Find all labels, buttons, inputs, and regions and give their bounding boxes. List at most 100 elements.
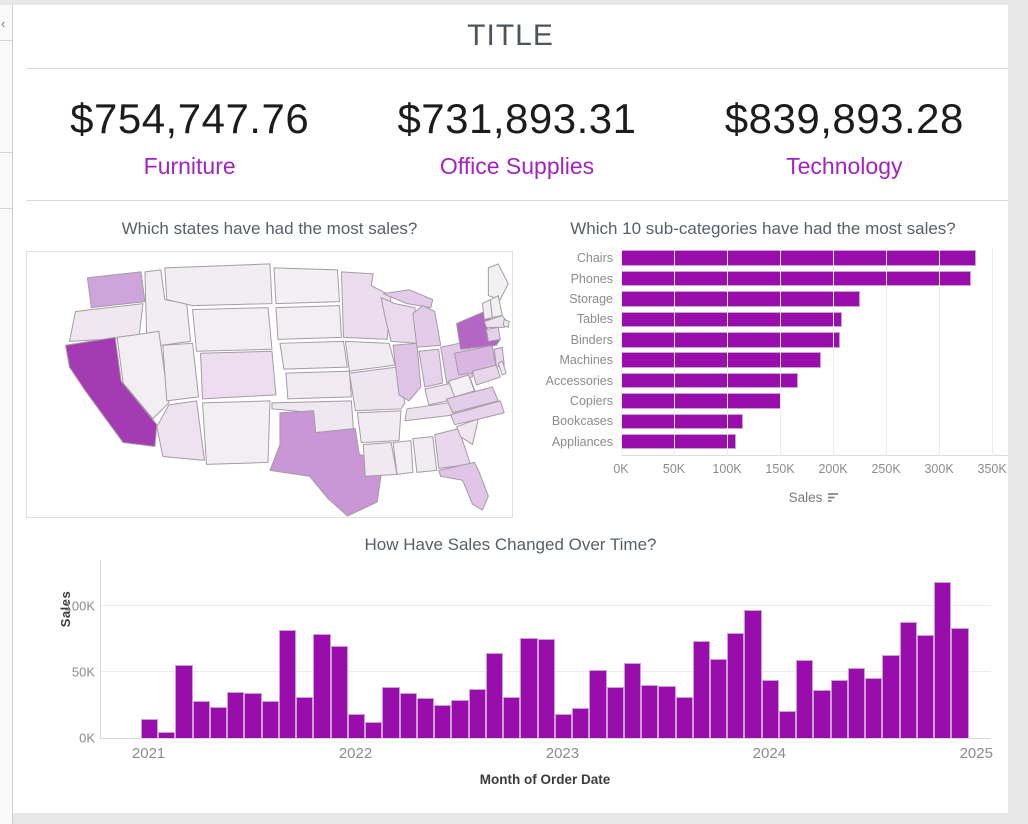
- monthly-sales-bar[interactable]: [761, 680, 779, 738]
- state-CA[interactable]: [65, 336, 158, 448]
- state-VA[interactable]: [446, 386, 499, 414]
- monthly-sales-bar[interactable]: [209, 706, 228, 738]
- bar-track: [621, 393, 1008, 409]
- monthly-sales-bar[interactable]: [727, 633, 745, 738]
- monthly-sales-bar[interactable]: [554, 713, 573, 738]
- collapse-chevron-icon[interactable]: ‹: [1, 16, 6, 31]
- monthly-sales-bar[interactable]: [451, 700, 469, 738]
- monthly-sales-bar[interactable]: [520, 637, 538, 738]
- sales-bar-bookcases[interactable]: [621, 413, 743, 430]
- bar-rows: Chairs Phones Storage Tables Binders Machines…: [518, 248, 1008, 452]
- monthly-sales-bar[interactable]: [778, 711, 797, 738]
- monthly-sales-bar[interactable]: [744, 610, 762, 738]
- monthly-sales-bar[interactable]: [710, 659, 728, 738]
- state-ME[interactable]: [487, 263, 509, 301]
- monthly-sales-bar[interactable]: [399, 692, 417, 738]
- state-UT[interactable]: [162, 342, 200, 402]
- monthly-sales-bar[interactable]: [951, 627, 969, 738]
- monthly-sales-bar[interactable]: [830, 679, 848, 738]
- monthly-sales-bar[interactable]: [882, 654, 900, 738]
- sales-bar-storage[interactable]: [621, 291, 860, 307]
- monthly-sales-bar[interactable]: [192, 700, 210, 738]
- state-LA[interactable]: [362, 442, 398, 477]
- state-WV[interactable]: [448, 374, 475, 398]
- sales-bar-tables[interactable]: [621, 311, 842, 328]
- state-WY[interactable]: [192, 307, 273, 352]
- state-TX[interactable]: [269, 410, 384, 517]
- monthly-sales-bar[interactable]: [916, 635, 935, 738]
- monthly-sales-bar[interactable]: [623, 662, 642, 738]
- sales-bar-chairs[interactable]: [621, 250, 977, 266]
- state-MI-upper[interactable]: [382, 289, 434, 309]
- state-ND[interactable]: [273, 267, 340, 305]
- monthly-sales-bar[interactable]: [330, 646, 348, 738]
- monthly-sales-bar[interactable]: [468, 689, 486, 738]
- monthly-sales-bar[interactable]: [813, 689, 831, 738]
- state-AL[interactable]: [412, 436, 438, 473]
- monthly-sales-bar[interactable]: [296, 696, 314, 738]
- state-NM[interactable]: [202, 400, 271, 465]
- state-RI[interactable]: [502, 318, 510, 328]
- collapsed-side-panel[interactable]: ‹: [0, 5, 13, 824]
- sales-bar-copiers[interactable]: [621, 393, 782, 409]
- state-MD[interactable]: [471, 364, 501, 386]
- sales-bar-machines[interactable]: [621, 352, 822, 368]
- monthly-sales-bar[interactable]: [261, 701, 279, 738]
- monthly-sales-bar[interactable]: [796, 660, 814, 738]
- monthly-sales-bar[interactable]: [244, 693, 262, 738]
- monthly-sales-bar[interactable]: [692, 641, 710, 738]
- state-CO[interactable]: [200, 350, 277, 400]
- state-IA[interactable]: [344, 340, 396, 372]
- state-KS[interactable]: [285, 370, 352, 400]
- monthly-sales-bar[interactable]: [227, 692, 245, 738]
- state-MS[interactable]: [392, 440, 414, 475]
- monthly-sales-bar[interactable]: [641, 684, 659, 738]
- state-IL[interactable]: [392, 342, 422, 402]
- y-tick-label: 0K: [79, 730, 95, 746]
- sales-bar-appliances[interactable]: [621, 433, 736, 450]
- state-AZ[interactable]: [156, 400, 205, 461]
- state-SD[interactable]: [275, 305, 342, 340]
- monthly-sales-bar[interactable]: [572, 707, 590, 738]
- state-NC[interactable]: [450, 400, 505, 426]
- monthly-sales-bar[interactable]: [847, 668, 866, 738]
- monthly-sales-bar[interactable]: [278, 630, 297, 738]
- monthly-sales-bar[interactable]: [485, 652, 504, 738]
- monthly-sales-bar[interactable]: [140, 719, 159, 738]
- time-chart-y-ticks: 0K 50K 100K: [43, 560, 95, 746]
- monthly-sales-bar[interactable]: [503, 696, 521, 738]
- sort-descending-icon[interactable]: [827, 491, 840, 506]
- monthly-sales-bar[interactable]: [365, 722, 383, 738]
- monthly-sales-bar[interactable]: [865, 678, 883, 738]
- state-MT[interactable]: [164, 263, 273, 307]
- state-WA[interactable]: [86, 271, 146, 309]
- monthly-sales-bar[interactable]: [158, 732, 176, 738]
- monthly-sales-bar[interactable]: [175, 664, 193, 738]
- monthly-sales-bar[interactable]: [313, 634, 331, 738]
- monthly-sales-bar[interactable]: [347, 714, 366, 738]
- monthly-sales-bar[interactable]: [934, 581, 952, 738]
- state-MO[interactable]: [348, 366, 406, 412]
- state-DE[interactable]: [497, 360, 507, 376]
- monthly-sales-bar[interactable]: [537, 639, 555, 738]
- monthly-sales-bar[interactable]: [416, 698, 435, 738]
- sales-bar-accessories[interactable]: [621, 372, 799, 389]
- state-NV[interactable]: [116, 330, 170, 420]
- state-AR[interactable]: [356, 410, 402, 444]
- state-IN[interactable]: [418, 348, 444, 388]
- sales-bar-phones[interactable]: [621, 270, 971, 287]
- monthly-sales-bar[interactable]: [434, 705, 452, 738]
- monthly-sales-bar[interactable]: [658, 686, 676, 738]
- monthly-sales-bar[interactable]: [589, 669, 607, 738]
- monthly-sales-bar[interactable]: [382, 686, 400, 738]
- state-NE[interactable]: [279, 340, 348, 370]
- sales-bar-binders[interactable]: [621, 332, 841, 348]
- monthly-sales-bar[interactable]: [899, 622, 917, 738]
- kpi-value: $754,747.76: [70, 94, 310, 142]
- state-CT[interactable]: [485, 326, 501, 342]
- state-MI[interactable]: [412, 305, 442, 348]
- monthly-sales-bar[interactable]: [606, 686, 624, 738]
- panel-divider: [0, 40, 12, 41]
- monthly-sales-bar[interactable]: [675, 697, 693, 738]
- state-FL[interactable]: [438, 461, 489, 511]
